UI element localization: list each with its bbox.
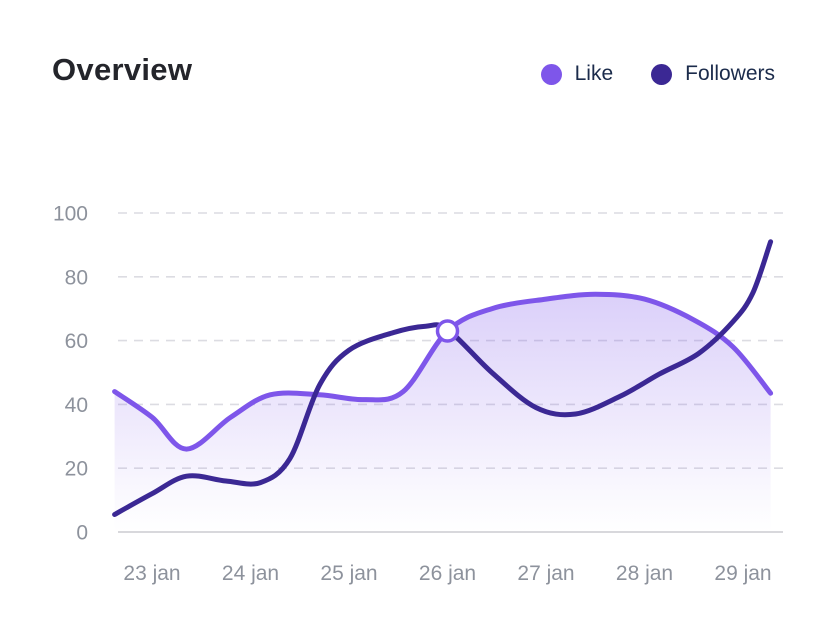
y-axis-label: 60 bbox=[65, 330, 88, 353]
legend-item-followers[interactable]: Followers bbox=[651, 62, 775, 86]
chart-legend: Like Followers bbox=[540, 62, 775, 86]
highlight-marker[interactable] bbox=[435, 319, 460, 343]
like-line bbox=[112, 291, 774, 452]
followers-legend-dot-icon bbox=[651, 63, 673, 85]
page-title: Overview bbox=[52, 52, 193, 87]
y-axis-label: 0 bbox=[76, 522, 88, 545]
x-axis-label: 28 jan bbox=[616, 562, 673, 585]
followers-line bbox=[112, 239, 774, 517]
x-axis-label: 25 jan bbox=[320, 562, 377, 585]
y-axis-label: 100 bbox=[53, 203, 88, 226]
legend-label: Followers bbox=[685, 62, 775, 85]
y-axis-label: 80 bbox=[65, 266, 88, 289]
y-axis-label: 40 bbox=[65, 394, 88, 417]
x-axis-label: 23 jan bbox=[123, 562, 180, 585]
like-legend-dot-icon bbox=[540, 63, 562, 85]
legend-label: Like bbox=[574, 62, 614, 85]
x-axis-label: 26 jan bbox=[419, 562, 476, 585]
y-axis-label: 20 bbox=[65, 458, 88, 481]
legend-item-like[interactable]: Like bbox=[540, 62, 614, 86]
x-axis-label: 24 jan bbox=[222, 562, 279, 585]
x-axis-label: 29 jan bbox=[714, 562, 771, 585]
x-axis-label: 27 jan bbox=[517, 562, 574, 585]
